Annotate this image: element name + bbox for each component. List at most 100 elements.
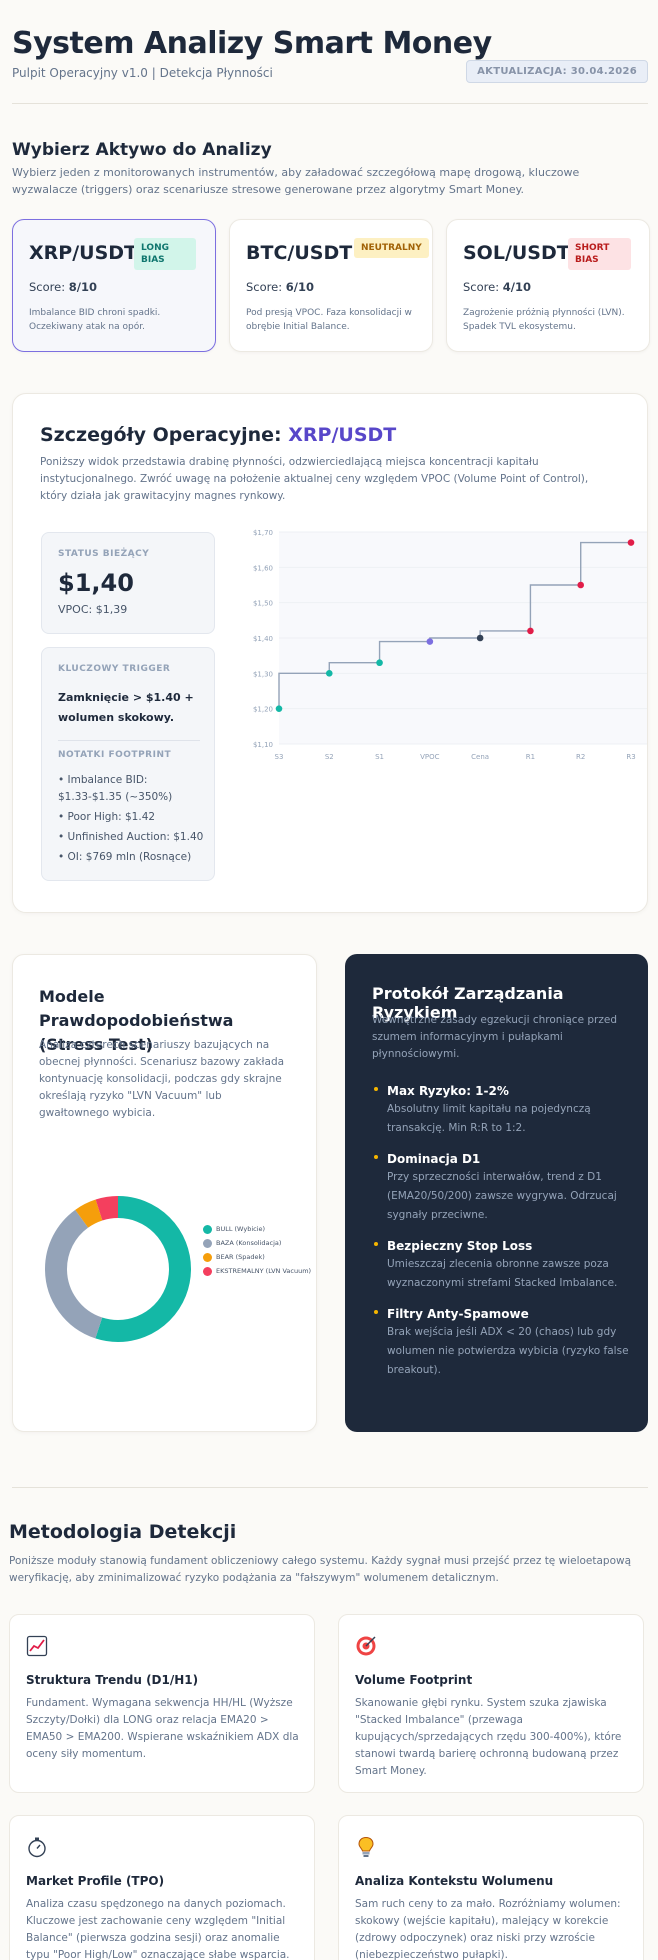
legend-swatch: [203, 1225, 212, 1234]
methodology-title: Metodologia Detekcji: [9, 1521, 237, 1543]
asset-card-btc[interactable]: BTC/USDT NEUTRALNY Score: 6/10 Pod presj…: [229, 219, 433, 352]
bullet-icon: [374, 1087, 378, 1091]
risk-item: Filtry Anty-Spamowe Brak wejścia jeśli AD…: [372, 1305, 634, 1380]
data-point-r1: [527, 627, 534, 635]
stopwatch-icon: [28, 1837, 46, 1858]
x-tick-label: Cena: [471, 753, 489, 761]
method-title: Volume Footprint: [355, 1673, 473, 1687]
data-point-s1: [376, 659, 383, 667]
method-card-volume-context: Analiza Kontekstu Wolumenu Sam ruch ceny…: [338, 1815, 644, 1960]
section-divider: [12, 1487, 648, 1488]
liquidity-ladder-chart: $1,10 $1,20 $1,30 $1,40 $1,50 $1,60 $1,70 S3 S2 S…: [241, 524, 647, 772]
current-price: $1,40: [58, 569, 134, 597]
data-point-s2: [325, 670, 333, 677]
data-point-vpoc: [426, 638, 434, 645]
footprint-item: • Imbalance BID: $1.33-$1.35 (~350%): [58, 774, 173, 803]
data-point-cena: [476, 634, 484, 642]
probability-models-card: Modele Prawdopodobieństwa (Stress Test) …: [12, 954, 317, 1432]
x-tick-label: S3: [275, 753, 284, 761]
page-subtitle: Pulpit Operacyjny v1.0 | Detekcja Płynno…: [12, 66, 273, 80]
legend-swatch: [203, 1267, 212, 1276]
details-symbol: XRP/USDT: [288, 424, 397, 446]
asset-note: Zagrożenie próżnią płynności (LVN). Spad…: [463, 308, 625, 332]
y-tick-label: $1,60: [253, 564, 273, 572]
bias-badge: LONG BIAS: [134, 238, 196, 270]
legend-item: BAZA (Konsolidacja): [203, 1239, 313, 1248]
asset-card-xrp[interactable]: XRP/USDT LONG BIAS Score: 8/10 Imbalance…: [12, 219, 216, 352]
method-text: Skanowanie głębi rynku. System szuka zja…: [355, 1697, 622, 1777]
risk-description: Wewnętrzne zasady egzekucji chroniące pr…: [372, 1014, 617, 1060]
x-tick-label: R3: [626, 753, 635, 761]
asset-note: Imbalance BID chroni spadki. Oczekiwany …: [29, 308, 161, 332]
method-card-trend: Struktura Trendu (D1/H1) Fundament. Wyma…: [9, 1614, 315, 1793]
asset-score: Score: 8/10: [29, 280, 97, 294]
donut-slice-3: [45, 1196, 191, 1342]
footprint-item: • Unfinished Auction: $1.40: [58, 831, 204, 843]
step-line: [278, 541, 631, 709]
method-text: Sam ruch ceny to za mało. Rozróżniamy wo…: [355, 1898, 621, 1960]
legend-item: BEAR (Spadek): [203, 1253, 313, 1262]
models-description: Analiza czterech scenariuszy bazujących …: [39, 1039, 285, 1119]
asset-note: Pod presją VPOC. Faza konsolidacji w obr…: [246, 308, 412, 332]
trigger-divider: [58, 740, 200, 741]
lightbulb-icon: [358, 1836, 374, 1857]
method-title: Market Profile (TPO): [26, 1874, 165, 1888]
risk-list: Max Ryzyko: 1-2% Absolutny limit kapitału…: [372, 1082, 634, 1392]
liquidity-ladder-svg: $1,10 $1,20 $1,30 $1,40 $1,50 $1,60 $1,70 S3 S2 S…: [253, 529, 647, 761]
x-tick-label: R1: [526, 753, 535, 761]
footprint-item: • Poor High: $1.42: [58, 811, 156, 823]
y-tick-label: $1,30: [253, 670, 273, 678]
trigger-box: KLUCZOWY TRIGGER Zamknięcie > $1.40 + wo…: [41, 647, 215, 881]
asset-score: Score: 6/10: [246, 280, 314, 294]
x-tick-label: VPOC: [420, 753, 440, 761]
legend-swatch: [203, 1239, 212, 1248]
method-card-footprint: Volume Footprint Skanowanie głębi rynku.…: [338, 1614, 644, 1793]
asset-card-sol[interactable]: SOL/USDT SHORT BIAS Score: 4/10 Zagrożen…: [446, 219, 650, 352]
y-tick-label: $1,50: [253, 600, 273, 608]
assets-title: Wybierz Aktywo do Analizy: [12, 140, 272, 160]
data-point-r2: [577, 581, 585, 589]
footprint-item: • OI: $769 mln (Rosnące): [58, 851, 192, 863]
scenario-donut-chart: [45, 1196, 191, 1342]
footprint-list: • Imbalance BID: $1.33-$1.35 (~350%) • P…: [58, 772, 214, 869]
target-icon: [356, 1636, 376, 1656]
donut-slice-1: [45, 1196, 191, 1342]
risk-item: Dominacja D1 Przy sprzeczności interwałów…: [372, 1150, 634, 1225]
method-title: Struktura Trendu (D1/H1): [26, 1673, 199, 1687]
legend-item: EKSTREMALNY (LVN Vacuum): [203, 1267, 313, 1276]
bias-badge: NEUTRALNY: [354, 238, 429, 258]
models-title: Modele Prawdopodobieństwa (Stress Test): [39, 987, 234, 1054]
bias-badge: SHORT BIAS: [568, 238, 631, 270]
methodology-description: Poniższe moduły stanowią fundament oblic…: [9, 1555, 632, 1584]
method-text: Analiza czasu spędzonego na danych pozio…: [26, 1898, 290, 1960]
legend-swatch: [203, 1253, 212, 1262]
bullet-icon: [374, 1242, 378, 1246]
page-header: System Analizy Smart Money Pulpit Operac…: [12, 26, 648, 83]
y-tick-label: $1,40: [253, 635, 273, 643]
asset-score: Score: 4/10: [463, 280, 531, 294]
risk-title: Protokół Zarządzania Ryzykiem: [372, 984, 564, 1022]
risk-item: Bezpieczny Stop Loss Umieszczaj zlecenia …: [372, 1237, 634, 1293]
bullet-icon: [374, 1155, 378, 1159]
assets-description: Wybierz jeden z monitorowanych instrumen…: [12, 166, 580, 196]
bullet-icon: [374, 1310, 378, 1314]
footprint-label: NOTATKI FOOTPRINT: [58, 750, 172, 760]
x-tick-label: S2: [325, 753, 334, 761]
y-tick-label: $1,70: [253, 529, 273, 537]
asset-symbol: XRP/USDT: [29, 242, 137, 264]
details-description: Poniższy widok przedstawia drabinę płynn…: [40, 456, 589, 502]
risk-protocol-card: Protokół Zarządzania Ryzykiem Wewnętrzne…: [345, 954, 648, 1432]
legend-item: BULL (Wybicie): [203, 1225, 313, 1234]
details-title: Szczegóły Operacyjne: XRP/USDT: [40, 424, 397, 446]
trigger-text: Zamknięcie > $1.40 + wolumen skokowy.: [58, 691, 194, 724]
x-tick-label: R2: [576, 753, 585, 761]
update-badge: AKTUALIZACJA: 30.04.2026: [466, 60, 648, 83]
asset-symbol: SOL/USDT: [463, 242, 570, 264]
data-point-r3: [627, 539, 635, 546]
x-tick-label: S1: [375, 753, 384, 761]
operational-details: Szczegóły Operacyjne: XRP/USDT Poniższy …: [12, 393, 648, 913]
data-point-s3: [275, 705, 283, 712]
trigger-label: KLUCZOWY TRIGGER: [58, 664, 171, 674]
method-text: Fundament. Wymagana sekwencja HH/HL (Wyż…: [26, 1697, 299, 1760]
risk-item: Max Ryzyko: 1-2% Absolutny limit kapitału…: [372, 1082, 634, 1138]
